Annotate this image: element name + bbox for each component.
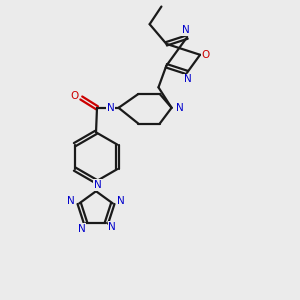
Text: N: N: [107, 103, 115, 113]
Text: N: N: [68, 196, 75, 206]
Text: O: O: [70, 91, 79, 101]
Text: N: N: [176, 103, 183, 113]
Text: N: N: [182, 25, 190, 35]
Text: O: O: [202, 50, 210, 60]
Text: N: N: [117, 196, 124, 206]
Text: N: N: [184, 74, 192, 84]
Text: N: N: [78, 224, 86, 234]
Text: N: N: [94, 180, 102, 190]
Text: N: N: [108, 222, 116, 232]
